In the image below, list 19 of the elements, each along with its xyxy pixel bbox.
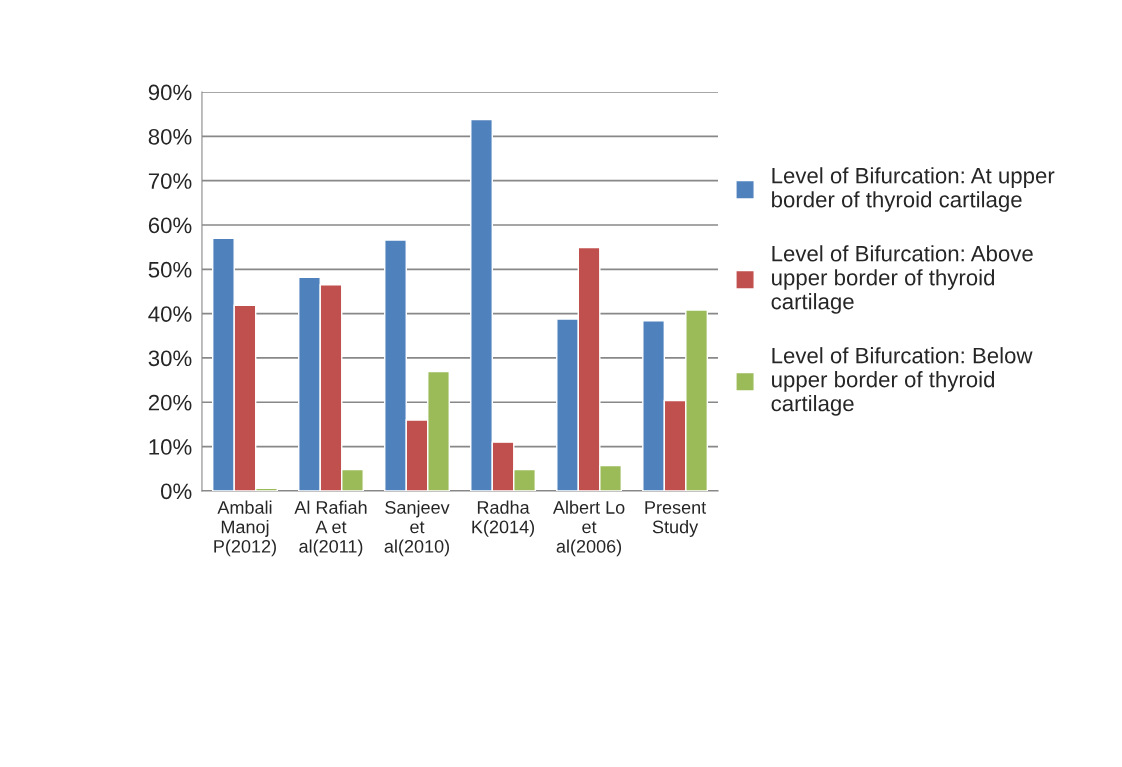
x-tick-label: Sanjeev et al(2010)	[384, 500, 450, 557]
y-tick-label: 30%	[148, 350, 192, 367]
x-tick-label: Radha K(2014)	[472, 500, 535, 537]
y-tick-label: 20%	[148, 394, 192, 411]
y-tick-label: 60%	[148, 217, 192, 234]
y-tick-label: 50%	[148, 261, 192, 278]
x-tick-label: Al Rafiah A et al(2011)	[294, 500, 367, 557]
y-tick-label: 80%	[148, 128, 192, 145]
y-tick-label: 10%	[149, 439, 192, 455]
y-tick-label: 0%	[160, 483, 192, 500]
x-tick-label: Albert Lo et al(2006)	[552, 500, 625, 557]
legend-label: Level of Bifurcation: At upper border of thyroid cartilage	[772, 167, 1055, 212]
x-tick-label: Present Study	[645, 501, 707, 537]
legend-label: Level of Bifurcation: Above upper border of thyroid cartilage	[771, 245, 1033, 314]
y-tick-label: 40%	[148, 306, 192, 322]
x-tick-label: Ambali Manoj P(2012)	[214, 500, 276, 557]
y-tick-label: 90%	[148, 84, 192, 101]
legend-label: Level of Bifurcation: Below upper border of thyroid cartilage	[771, 347, 1033, 416]
y-tick-label: 70%	[148, 173, 192, 189]
